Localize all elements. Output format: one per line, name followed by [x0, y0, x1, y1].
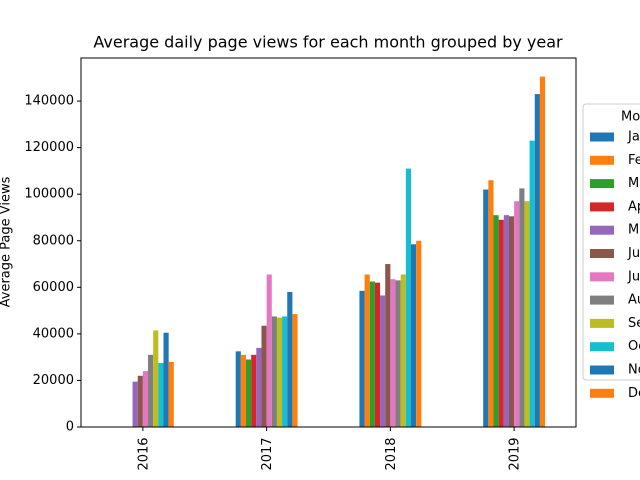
x-tick-label: 2018 [384, 437, 399, 470]
legend-label: May [628, 223, 640, 238]
bar [385, 264, 391, 427]
bar [153, 330, 159, 427]
legend-label: December [628, 386, 640, 401]
bar [483, 189, 489, 427]
bar [493, 215, 499, 427]
bar [390, 279, 396, 427]
bar [395, 280, 401, 427]
x-tick-label: 2016 [136, 437, 151, 470]
bar [405, 168, 411, 427]
y-tick-label: 60000 [33, 280, 74, 295]
plot-frame [80, 57, 577, 428]
y-tick-label: 20000 [33, 373, 74, 388]
bar [498, 219, 504, 427]
bar [163, 332, 169, 427]
legend-swatch [590, 202, 614, 212]
bar [534, 94, 540, 427]
bar [168, 361, 174, 427]
legend-swatch [590, 272, 614, 282]
bar [271, 316, 277, 427]
legend-swatch [590, 295, 614, 305]
bar [137, 375, 143, 427]
chart-title: Average daily page views for each month … [93, 33, 563, 52]
legend-label: March [628, 176, 640, 191]
legend-box [582, 103, 640, 381]
bar [261, 325, 267, 427]
bar [411, 244, 417, 427]
bar [276, 317, 283, 427]
bar [519, 188, 525, 427]
legend-swatch [590, 155, 614, 165]
bar [529, 140, 535, 428]
bar [364, 274, 370, 427]
y-tick-label: 120000 [24, 140, 74, 155]
bar [132, 381, 138, 427]
legend-swatch [590, 318, 614, 328]
y-tick-label: 140000 [24, 94, 74, 109]
bar [282, 316, 288, 427]
bar [400, 274, 406, 427]
bar [256, 347, 262, 427]
bar [359, 290, 365, 427]
bar [369, 281, 375, 427]
y-tick-label: 80000 [33, 233, 74, 248]
x-tick-label: 2019 [508, 437, 523, 470]
legend-swatch [590, 179, 614, 189]
legend-label: August [628, 293, 640, 308]
bar [142, 371, 149, 427]
bar [503, 215, 509, 427]
legend-label: July [627, 269, 640, 284]
bar [292, 314, 298, 427]
y-axis-label: Average Page Views [0, 176, 14, 307]
legend-label: February [628, 153, 640, 168]
y-tick-label: 100000 [24, 187, 74, 202]
bar [508, 216, 515, 427]
y-tick-label: 0 [66, 420, 74, 435]
legend-swatch [590, 132, 614, 142]
legend-label: June [627, 246, 640, 261]
legend-label: September [628, 316, 640, 331]
bar [374, 282, 381, 427]
bar [148, 354, 154, 427]
legend-label: April [628, 199, 640, 214]
legend-title: Months [621, 110, 640, 125]
bar [539, 76, 546, 427]
bar [514, 201, 520, 427]
legend-swatch [590, 388, 614, 398]
legend-label: October [628, 339, 640, 354]
legend-swatch [590, 342, 614, 352]
bar [251, 354, 257, 427]
legend-swatch [590, 365, 614, 375]
bar [380, 295, 386, 427]
bar [488, 180, 494, 427]
bar [266, 274, 272, 427]
bar [235, 351, 241, 427]
y-tick-label: 40000 [33, 326, 74, 341]
bar [287, 291, 293, 427]
bar [416, 240, 422, 427]
x-tick-label: 2017 [260, 437, 275, 470]
bar [246, 359, 252, 427]
legend-label: January [627, 130, 640, 145]
legend-swatch [590, 249, 614, 258]
bar [158, 362, 164, 427]
bar [240, 354, 246, 427]
legend-label: November [628, 363, 640, 378]
bar [524, 201, 530, 427]
legend-swatch [590, 225, 614, 235]
